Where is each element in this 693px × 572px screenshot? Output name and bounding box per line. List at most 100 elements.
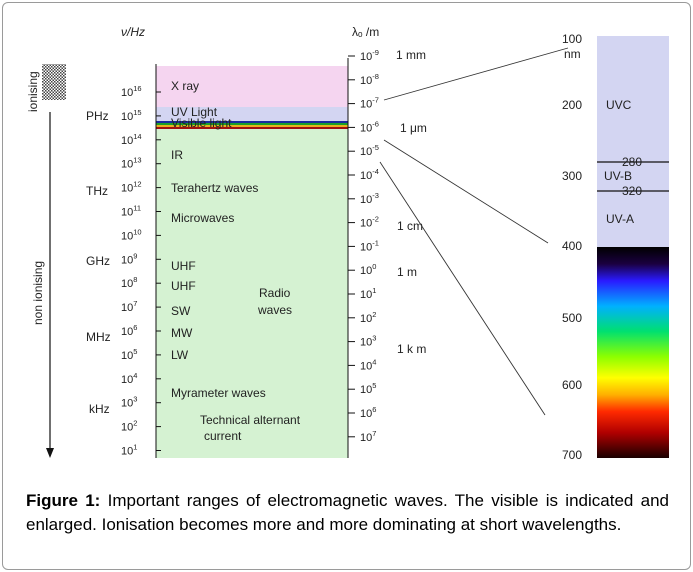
wave-tick-label: 103 [360, 334, 376, 349]
band-myrameter: Myrameter waves [171, 386, 266, 400]
wave-tick-label: 10-6 [360, 119, 379, 134]
wave-tick-label-exponent: 7 [372, 429, 376, 438]
zoom-280: 280 [622, 155, 642, 169]
freq-tick-label-exponent: 3 [133, 395, 137, 404]
freq-tick-label: 101 [121, 443, 137, 458]
freq-tick-label: 1013 [121, 156, 142, 171]
wave-tick-label-exponent: -2 [372, 215, 379, 224]
band-radio-line2: waves [257, 303, 292, 317]
wave-tick-label-base: 10 [360, 360, 372, 372]
zoom-label-400: 400 [562, 239, 582, 253]
caption-text: Important ranges of electromagnetic wave… [26, 491, 669, 534]
band-ir: IR [171, 148, 183, 162]
wave-tick-label: 10-2 [360, 215, 379, 230]
wave-tick-label-base: 10 [360, 194, 372, 206]
frequency-axis-label: ν/Hz [121, 25, 145, 39]
wave-tick-label-exponent: -4 [372, 167, 379, 176]
freq-tick-label-base: 10 [121, 446, 133, 458]
freq-unit-mhz: MHz [86, 330, 111, 344]
visible-strip-red [156, 127, 348, 129]
freq-tick-label: 1016 [121, 84, 142, 99]
wave-tick-label: 10-4 [360, 167, 379, 182]
visible-strip-blue [156, 121, 348, 123]
figure-caption: Figure 1: Important ranges of electromag… [26, 489, 669, 537]
freq-tick-label: 108 [121, 275, 137, 290]
wave-tick-label: 107 [360, 429, 376, 444]
wave-tick-label-base: 10 [360, 432, 372, 444]
wave-tick-label-exponent: 6 [372, 405, 376, 414]
freq-unit-ghz: GHz [86, 254, 110, 268]
wave-tick-label: 10-9 [360, 48, 379, 63]
freq-tick-label: 1014 [121, 132, 142, 147]
zoom-label-700: 700 [562, 448, 582, 462]
wave-unit-1km: 1 k m [397, 342, 426, 356]
wave-tick-label-exponent: -6 [372, 119, 379, 128]
zoom-uvc: UVC [606, 98, 632, 112]
wave-tick-label: 10-3 [360, 191, 379, 206]
zoom-nm-unit: nm [564, 47, 581, 61]
freq-unit-thz: THz [86, 184, 108, 198]
wave-tick-label-base: 10 [360, 75, 372, 87]
wave-tick-label-base: 10 [360, 99, 372, 111]
zoom-line-mid [383, 139, 549, 244]
band-terahertz: Terahertz waves [171, 181, 258, 195]
band-uv-light: UV Light [171, 105, 218, 119]
freq-tick-label-exponent: 2 [133, 419, 137, 428]
freq-unit-khz: kHz [89, 402, 110, 416]
freq-tick-label-base: 10 [121, 302, 133, 314]
uv-band [156, 107, 348, 121]
wave-tick-label-exponent: -7 [372, 96, 379, 105]
wave-tick-label-base: 10 [360, 241, 372, 253]
wave-unit-1m: 1 m [397, 265, 417, 279]
wave-unit-1mm: 1 mm [396, 48, 426, 62]
wave-tick-label-base: 10 [360, 265, 372, 277]
wave-tick-label: 10-1 [360, 238, 379, 253]
wave-tick-label-exponent: 3 [372, 334, 376, 343]
freq-tick-label-base: 10 [121, 254, 133, 266]
wave-tick-label-base: 10 [360, 289, 372, 301]
freq-tick-label-exponent: 8 [133, 275, 137, 284]
wave-tick-label-exponent: -1 [372, 238, 379, 247]
freq-tick-label-exponent: 15 [133, 108, 141, 117]
spectrum-diagram: ionising non ionising ν/Hz λₒ /m 1016101… [26, 25, 669, 462]
freq-tick-label-exponent: 13 [133, 156, 141, 165]
freq-tick-label: 1011 [121, 204, 141, 219]
frequency-ticks: 1016101510141013101210111010109108107106… [121, 84, 161, 458]
freq-tick-label-base: 10 [121, 230, 133, 242]
non-ionising-label: non ionising [31, 261, 45, 325]
wave-tick-label-base: 10 [360, 337, 372, 349]
freq-tick-label-exponent: 10 [133, 227, 141, 236]
wave-tick-label-exponent: -3 [372, 191, 379, 200]
wave-unit-1cm: 1 cm [397, 219, 423, 233]
band-uhf-1: UHF [171, 259, 196, 273]
freq-tick-label-base: 10 [121, 398, 133, 410]
green-band [156, 121, 348, 458]
freq-tick-label-base: 10 [121, 422, 133, 434]
freq-tick-label-base: 10 [121, 207, 133, 219]
freq-tick-label-base: 10 [121, 278, 133, 290]
band-microwaves: Microwaves [171, 211, 234, 225]
band-technical-line1: Technical alternant [200, 413, 301, 427]
wave-tick-label-base: 10 [360, 218, 372, 230]
freq-tick-label: 1015 [121, 108, 142, 123]
ionising-label: ionising [26, 71, 40, 112]
wave-tick-label: 10-7 [360, 96, 379, 111]
freq-tick-label-exponent: 11 [133, 204, 141, 213]
wave-unit-1um: 1 μm [400, 121, 427, 135]
zoom-label-600: 600 [562, 378, 582, 392]
freq-tick-label: 104 [121, 371, 137, 386]
freq-tick-label: 103 [121, 395, 137, 410]
wave-tick-label-exponent: 4 [372, 357, 376, 366]
freq-tick-label: 1012 [121, 180, 142, 195]
zoom-label-200: 200 [562, 98, 582, 112]
wave-tick-label: 10-5 [360, 143, 379, 158]
wave-tick-label-exponent: 0 [372, 262, 376, 271]
band-technical-line2: current [204, 429, 242, 443]
zoom-visible-region [597, 247, 669, 458]
zoom-label-100: 100 [562, 32, 582, 46]
freq-tick-label-exponent: 16 [133, 84, 141, 93]
freq-tick-label: 107 [121, 299, 137, 314]
freq-tick-label: 106 [121, 323, 137, 338]
ionisation-arrow-head [46, 448, 54, 458]
band-xray: X ray [171, 79, 199, 93]
